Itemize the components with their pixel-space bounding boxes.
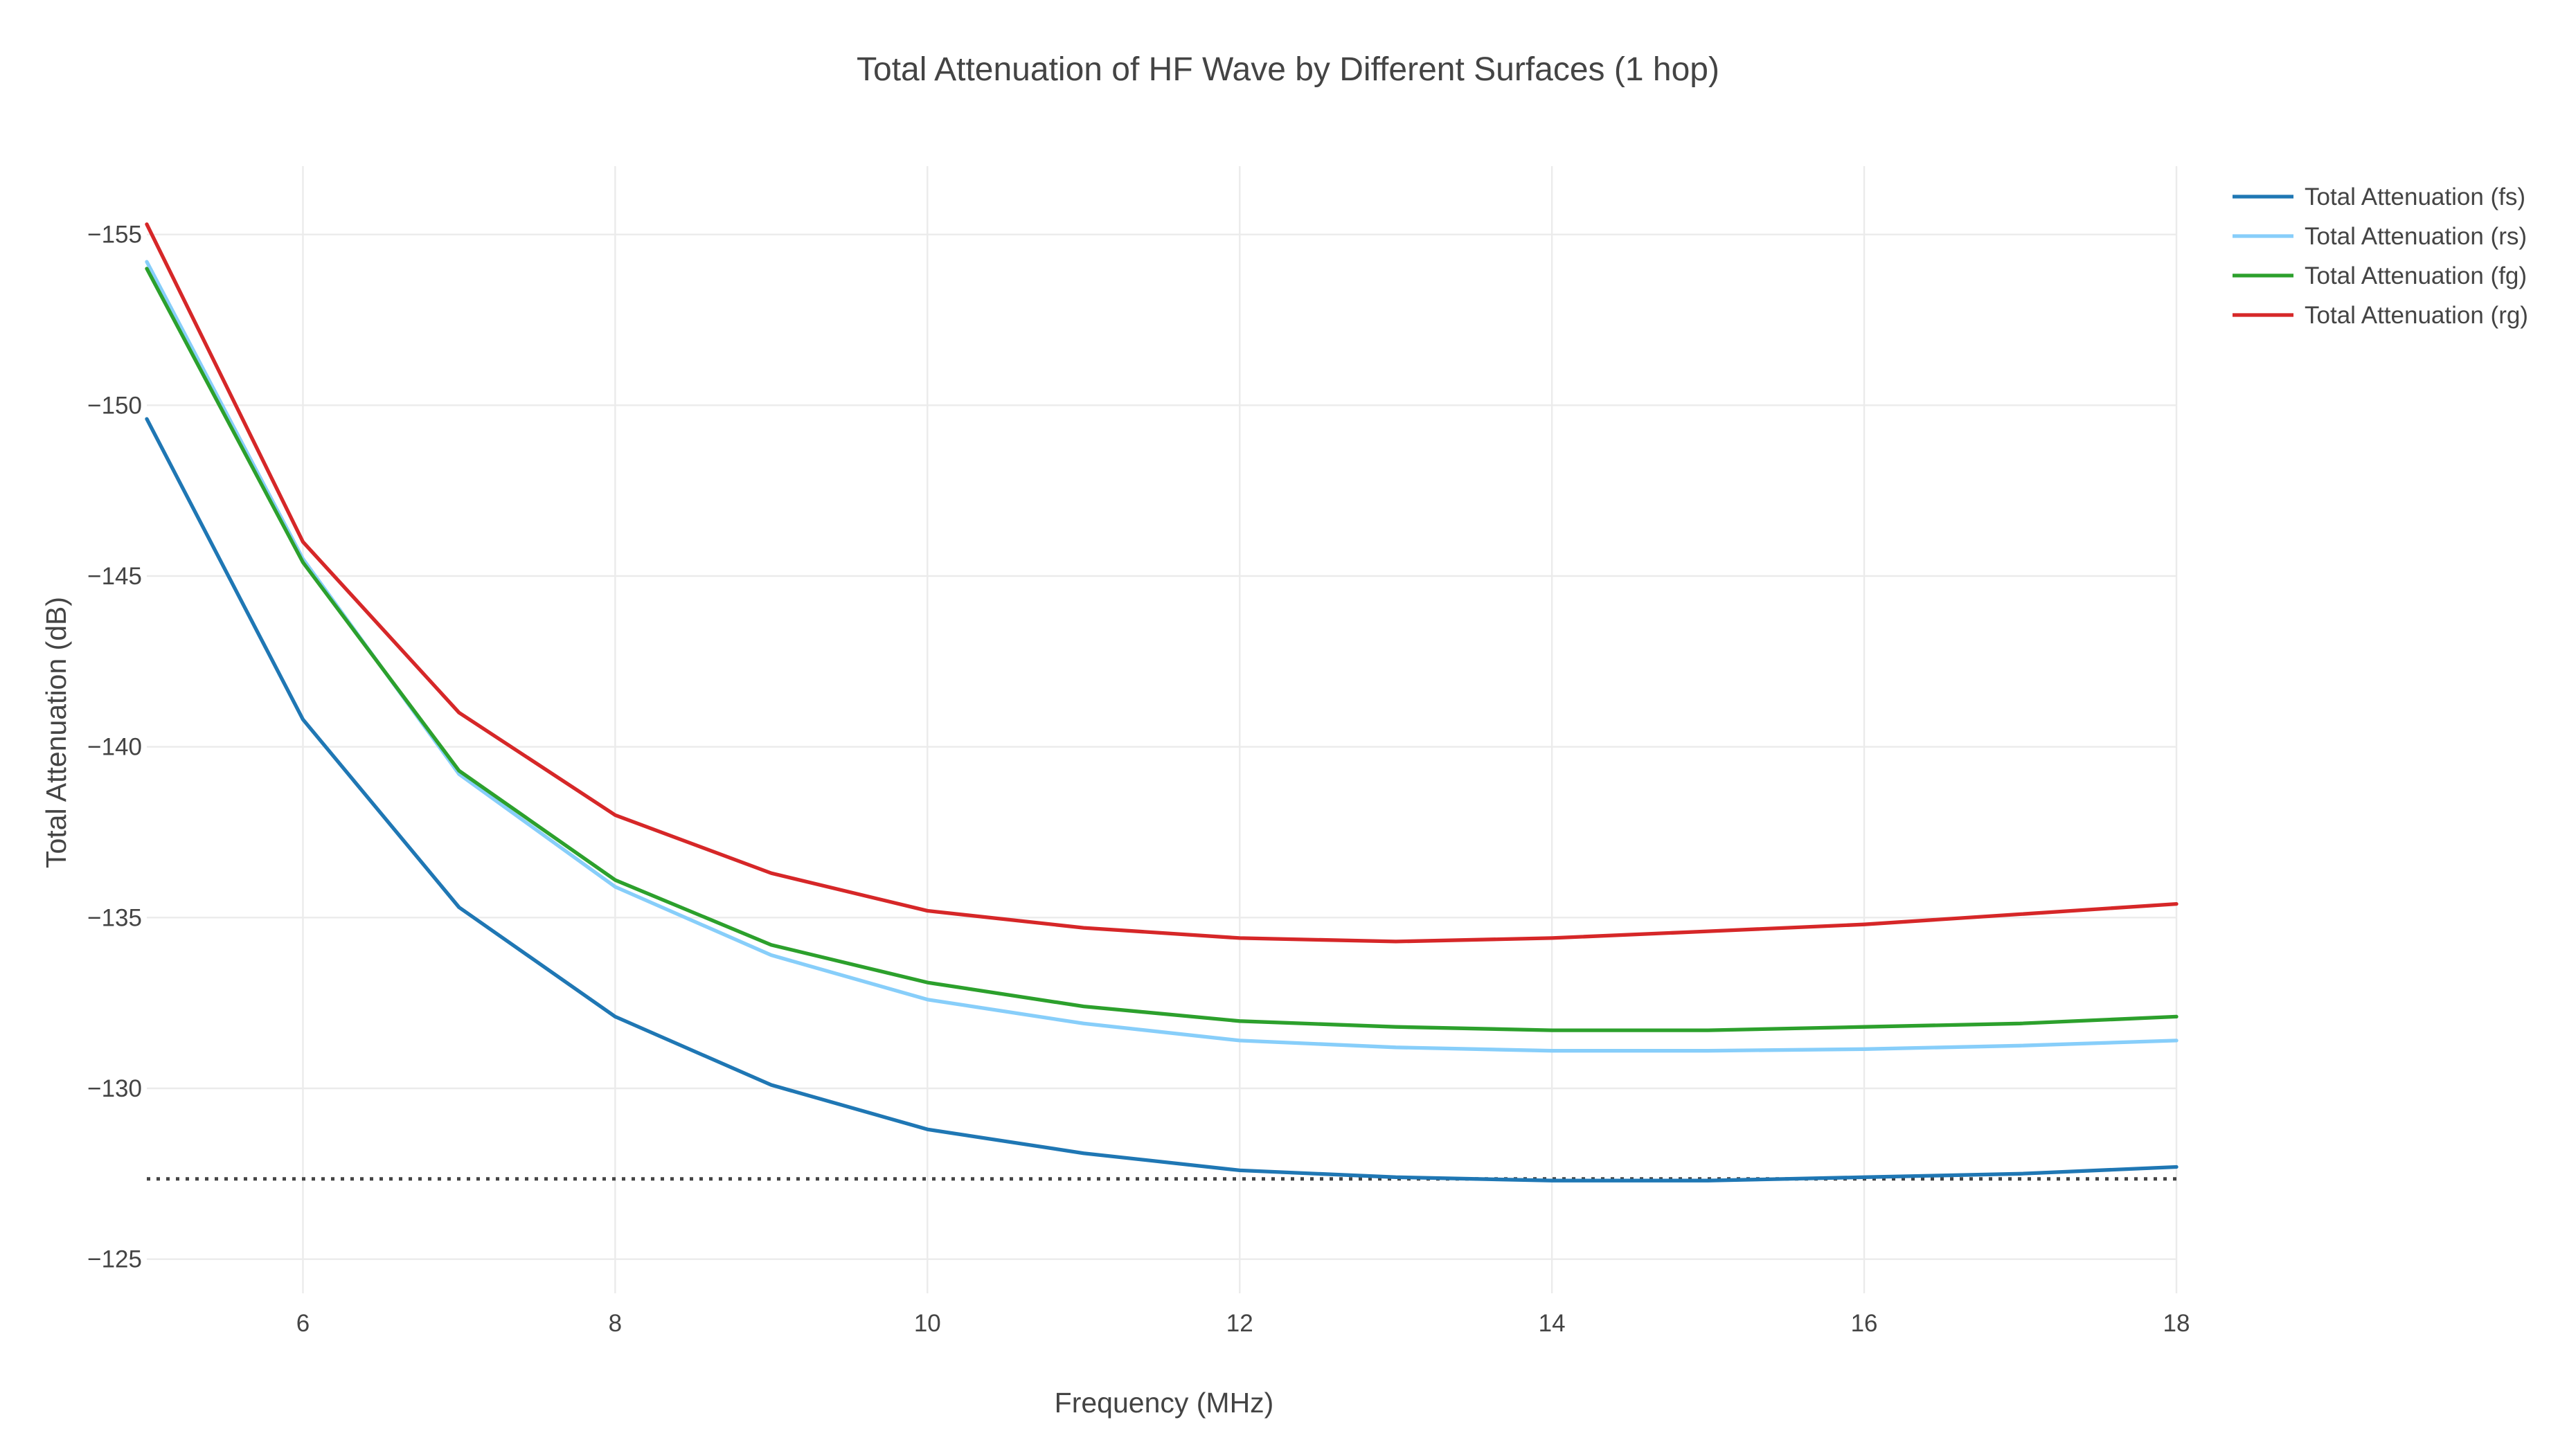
series-line-1 <box>145 260 2179 1053</box>
x-tick-label: 18 <box>2163 1310 2190 1337</box>
x-tick-label: 6 <box>296 1310 310 1337</box>
y-tick-label: −140 <box>87 734 142 761</box>
y-tick-label: −145 <box>87 563 142 590</box>
chart-title: Total Attenuation of HF Wave by Differen… <box>857 51 1719 88</box>
x-axis-ticks: 6 8 10 12 14 16 18 <box>296 1310 2190 1337</box>
series-line-0 <box>145 417 2179 1183</box>
x-axis-title: Frequency (MHz) <box>1055 1387 1274 1419</box>
y-gridlines <box>147 233 2176 1260</box>
y-tick-label: −130 <box>87 1075 142 1102</box>
x-tick-label: 12 <box>1226 1310 1253 1337</box>
y-tick-label: −125 <box>87 1246 142 1273</box>
series-layer <box>145 222 2179 1183</box>
x-tick-label: 16 <box>1851 1310 1878 1337</box>
legend-label: Total Attenuation (rs) <box>2305 223 2527 250</box>
x-gridlines <box>302 166 2178 1293</box>
y-tick-label: −155 <box>87 222 142 249</box>
x-tick-label: 14 <box>1539 1310 1566 1337</box>
series-line-2 <box>145 267 2179 1032</box>
legend-label: Total Attenuation (fg) <box>2305 262 2527 289</box>
legend: Total Attenuation (fs) Total Attenuation … <box>2233 183 2528 329</box>
legend-label: Total Attenuation (rg) <box>2305 302 2528 329</box>
legend-label: Total Attenuation (fs) <box>2305 183 2525 210</box>
x-tick-label: 10 <box>914 1310 941 1337</box>
y-tick-label: −150 <box>87 392 142 419</box>
y-axis-title: Total Attenuation (dB) <box>40 597 72 868</box>
x-tick-label: 8 <box>609 1310 622 1337</box>
series-line-3 <box>145 222 2179 944</box>
y-axis-ticks: −155 −150 −145 −140 −135 −130 −125 <box>87 222 142 1273</box>
y-tick-label: −135 <box>87 904 142 931</box>
